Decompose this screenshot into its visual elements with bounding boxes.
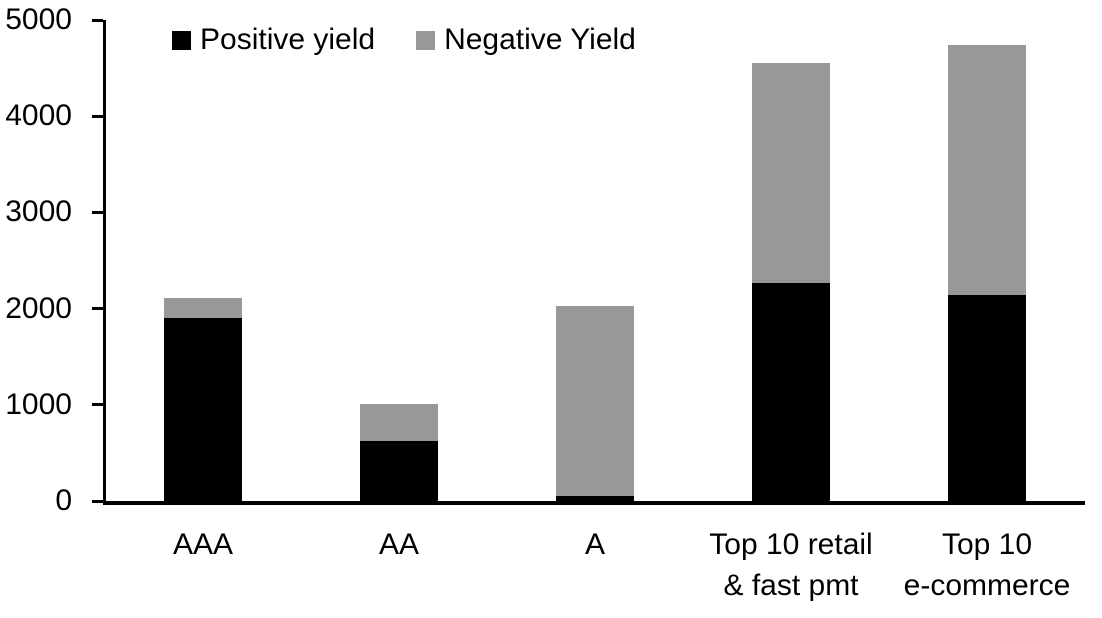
y-tick-label: 0 [55,484,72,517]
x-axis-baseline [103,501,1085,505]
x-category-label: Top 10 retail & fast pmt [671,524,911,606]
bar-segment-positive-yield [164,318,242,501]
y-tick [92,210,103,214]
legend-swatch-icon [416,30,436,50]
x-category-label-line: Top 10 [941,528,1033,561]
chart-legend: Positive yield Negative Yield [172,24,636,56]
bar-segment-negative-yield [164,298,242,319]
x-category-label: Top 10 e-commerce [867,524,1102,606]
y-tick [92,403,103,407]
y-tick-label: 3000 [5,195,72,229]
x-category-label-line: A [584,528,605,561]
y-tick-label: 5000 [5,3,72,36]
x-category-label-line: AAA [172,528,234,561]
bar-segment-positive-yield [556,496,634,501]
legend-label: Negative Yield [444,23,636,56]
bar-segment-negative-yield [360,403,438,442]
x-category-label-line: AA [378,528,420,561]
x-category-label: AAA [83,524,323,565]
legend-swatch-icon [172,30,191,50]
y-tick-label: 1000 [5,387,72,421]
y-tick [92,114,103,118]
bar-segment-negative-yield [752,63,830,283]
legend-label: Positive yield [200,23,376,56]
bar-segment-positive-yield [360,441,438,501]
bar-segment-negative-yield [948,45,1026,296]
y-tick [92,18,103,22]
legend-item-positive-yield: Positive yield [172,24,375,56]
y-tick [92,499,103,503]
y-tick [92,307,103,311]
x-category-label-line: e-commerce [903,569,1071,602]
x-category-label-line: & fast pmt [723,569,859,602]
y-axis-line [103,20,106,505]
x-category-label: AA [279,524,519,565]
bar-segment-positive-yield [948,295,1026,501]
y-tick-label: 2000 [5,291,72,325]
x-category-label-line: Top 10 retail [709,528,873,561]
x-category-label: A [475,524,715,565]
y-tick-label: 4000 [5,99,72,133]
legend-item-negative-yield: Negative Yield [416,24,636,56]
bar-segment-negative-yield [556,305,634,497]
bar-segment-positive-yield [752,282,830,501]
